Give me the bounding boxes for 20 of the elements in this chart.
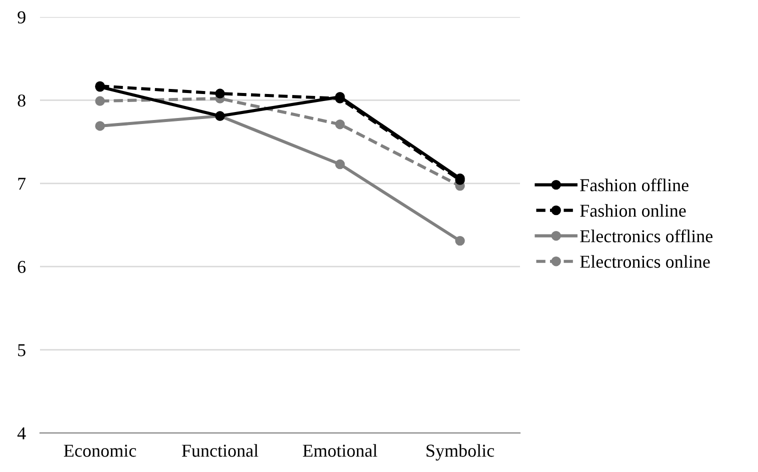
point	[455, 236, 465, 246]
legend-label: Electronics online	[580, 255, 710, 268]
point	[335, 159, 345, 170]
y-tick-label: 5	[18, 344, 26, 356]
x-tick-label: Emotional	[302, 444, 378, 457]
y-tick-label: 6	[18, 260, 26, 274]
point	[95, 96, 105, 106]
x-tick-label: Functional	[182, 444, 258, 457]
legend-label: Fashion online	[580, 204, 686, 217]
x-tick-label: Symbolic	[426, 444, 494, 461]
x-tick-label: Economic	[64, 444, 136, 457]
point	[95, 121, 105, 131]
y-tick-label: 7	[18, 178, 26, 190]
point	[215, 88, 225, 98]
y-tick-label: 9	[18, 11, 26, 24]
legend-label: Fashion offline	[580, 178, 688, 192]
y-tick-label: 8	[18, 94, 26, 107]
point	[335, 119, 345, 130]
legend-label: Electronics offline	[580, 229, 712, 242]
y-tick-label: 4	[17, 427, 26, 440]
